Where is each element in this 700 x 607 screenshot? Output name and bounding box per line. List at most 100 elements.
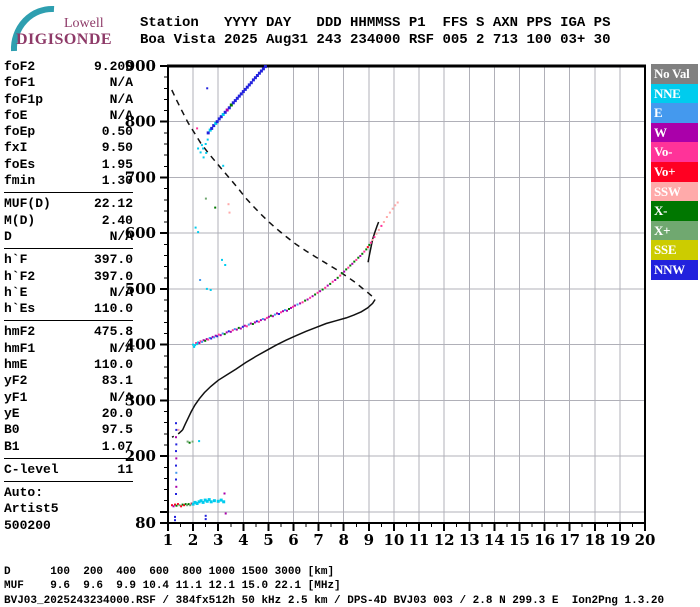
param-label: M(D) — [4, 212, 36, 228]
param-value: 1.30 — [101, 173, 133, 189]
param-row-hF2: h`F2 397.0 — [4, 269, 133, 285]
param-label: foEs — [4, 156, 36, 172]
legend-item-nnw: NNW — [651, 259, 698, 280]
param-value: 2.40 — [101, 212, 133, 228]
param-value: 1.95 — [101, 156, 133, 172]
param-label: foE — [4, 107, 28, 123]
legend-item-xp: X+ — [651, 220, 698, 241]
logo-swoosh-icon — [10, 5, 55, 52]
header-field-names: Station YYYY DAY DDD HHMMSS P1 FFS S AXN… — [140, 15, 611, 31]
legend-item-w: W — [651, 122, 698, 143]
param-separator — [4, 189, 133, 196]
param-row-B0: B0 97.5 — [4, 422, 133, 438]
param-row-Artist5: Artist5 — [4, 501, 133, 517]
param-value: 397.0 — [93, 252, 133, 268]
param-label: Artist5 — [4, 501, 59, 517]
x-axis-tick-label: 2 — [188, 531, 198, 549]
profile-curve — [181, 299, 376, 431]
param-label: foF1p — [4, 91, 44, 107]
param-row-yF2: yF2 83.1 — [4, 373, 133, 389]
param-separator — [4, 478, 133, 485]
param-label: yF1 — [4, 389, 28, 405]
param-label: hmF2 — [4, 324, 36, 340]
y-axis-tick-label: 200 — [125, 447, 156, 465]
legend-item-sse: SSE — [651, 240, 698, 260]
param-value: 20.0 — [101, 405, 133, 421]
param-value: 110.0 — [93, 357, 133, 373]
param-label: h`F — [4, 252, 28, 268]
legend-item-xm: X- — [651, 201, 698, 221]
x-axis-tick-label: 14 — [484, 531, 505, 549]
param-value: N/A — [109, 228, 133, 244]
param-value: 475.8 — [93, 324, 133, 340]
param-value: N/A — [109, 91, 133, 107]
x-axis-tick-label: 3 — [213, 531, 223, 549]
x-axis-tick-label: 15 — [509, 531, 530, 549]
legend-item-ssw: SSW — [651, 181, 698, 202]
param-row-fxI: fxI 9.50 — [4, 140, 133, 156]
param-label: B1 — [4, 438, 20, 454]
parameter-panel: foF2 9.200 foF1 N/A foF1p N/A foE N/A foEp 0.50 fx… — [4, 59, 133, 534]
param-label: foF1 — [4, 75, 36, 91]
param-row-yE: yE 20.0 — [4, 406, 133, 422]
param-label: Auto: — [4, 485, 44, 501]
profile-extrapolated — [171, 429, 184, 438]
param-label: yF2 — [4, 373, 28, 389]
param-row-foEp: foEp 0.50 — [4, 124, 133, 140]
distance-row: D 100 200 400 600 800 1000 1500 3000 [km… — [4, 566, 335, 578]
param-row-hmF2: hmF2 475.8 — [4, 324, 133, 340]
param-row-Clevel: C-level 11 — [4, 462, 133, 478]
param-row-D: D N/A — [4, 229, 133, 245]
param-value: N/A — [109, 284, 133, 300]
param-label: yE — [4, 405, 20, 421]
x-axis-tick-label: 9 — [364, 531, 374, 549]
param-row-500200: 500200 — [4, 518, 133, 534]
param-row-hEs: h`Es 110.0 — [4, 301, 133, 317]
legend-item-noval: No Val — [651, 64, 698, 84]
param-value: 0.50 — [101, 124, 133, 140]
x-axis-tick-label: 18 — [584, 531, 605, 549]
param-row-yF1: yF1 N/A — [4, 390, 133, 406]
x-axis-tick-label: 5 — [263, 531, 273, 549]
logo-text-lowell: Lowell — [64, 16, 104, 31]
y-axis-tick-label: 900 — [125, 57, 156, 75]
x-axis-tick-label: 10 — [384, 531, 405, 549]
param-row-hF: h`F 397.0 — [4, 252, 133, 268]
y-axis-tick-label: 600 — [125, 224, 156, 242]
legend-item-vom: Vo- — [651, 142, 698, 162]
param-label: MUF(D) — [4, 196, 51, 212]
legend-item-e: E — [651, 103, 698, 123]
param-separator — [4, 455, 133, 462]
y-axis-tick-label: 700 — [125, 168, 156, 186]
param-value: 11 — [117, 461, 133, 477]
x-axis-tick-label: 19 — [609, 531, 630, 549]
param-row-foE: foE N/A — [4, 108, 133, 124]
file-status-line: BVJ03_2025243234000.RSF / 384fx512h 50 k… — [4, 595, 665, 607]
legend-item-vop: Vo+ — [651, 161, 698, 182]
x-axis-tick-label: 20 — [635, 531, 656, 549]
param-label: foF2 — [4, 59, 36, 74]
param-row-hmE: hmE 110.0 — [4, 357, 133, 373]
param-value: 9.50 — [101, 140, 133, 156]
x-axis-tick-label: 4 — [238, 531, 248, 549]
param-row-foF1p: foF1p N/A — [4, 92, 133, 108]
param-row-MUFD: MUF(D) 22.12 — [4, 196, 133, 212]
param-separator — [4, 317, 133, 324]
x-axis-tick-label: 7 — [313, 531, 323, 549]
header-field-values: Boa Vista 2025 Aug31 243 234000 RSF 005 … — [140, 32, 611, 48]
param-row-MD: M(D) 2.40 — [4, 213, 133, 229]
x-axis-tick-label: 17 — [559, 531, 580, 549]
param-label: D — [4, 228, 12, 244]
param-value: N/A — [109, 75, 133, 91]
param-label: hmE — [4, 357, 28, 373]
param-value: N/A — [109, 340, 133, 356]
param-label: C-level — [4, 461, 59, 477]
param-row-foEs: foEs 1.95 — [4, 157, 133, 173]
status-color-legend: No Val NNE E W Vo- Vo+ SSW X- X+ SSE NNW — [651, 64, 698, 280]
x-axis-tick-label: 12 — [434, 531, 455, 549]
digisonde-logo: Lowell DIGISONDE — [6, 4, 126, 52]
x-axis-tick-label: 8 — [339, 531, 349, 549]
transmission-curve — [171, 89, 376, 300]
param-row-Auto: Auto: — [4, 485, 133, 501]
